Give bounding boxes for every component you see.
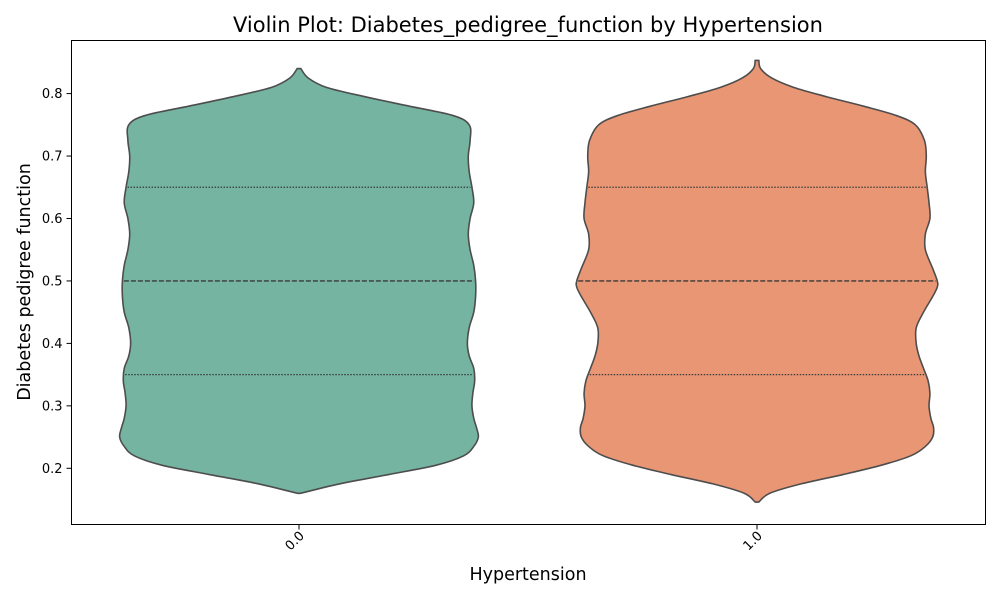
y-tick-label: 0.4 [42, 337, 63, 352]
chart-title: Violin Plot: Diabetes_pedigree_function … [233, 13, 823, 38]
y-axis-label: Diabetes pedigree function [15, 163, 35, 401]
y-tick-label: 0.7 [42, 150, 63, 165]
plot-frame [71, 40, 986, 525]
y-tick-label: 0.5 [42, 274, 63, 289]
y-tick-label: 0.2 [42, 462, 63, 477]
y-tick-label: 0.3 [42, 399, 63, 414]
x-axis-label: Hypertension [469, 565, 586, 585]
plot-area [118, 59, 939, 503]
y-tick-label: 0.8 [42, 87, 63, 102]
violin-group-1.0 [575, 59, 939, 503]
x-tick-label: 0.0 [283, 529, 308, 554]
violin-group-0.0 [118, 67, 480, 495]
y-axis: 0.2 0.3 0.4 0.5 0.6 0.7 0.8 [42, 87, 72, 477]
x-axis: 0.0 1.0 [283, 524, 766, 554]
x-tick-label: 1.0 [741, 529, 766, 554]
y-tick-label: 0.6 [42, 212, 63, 227]
